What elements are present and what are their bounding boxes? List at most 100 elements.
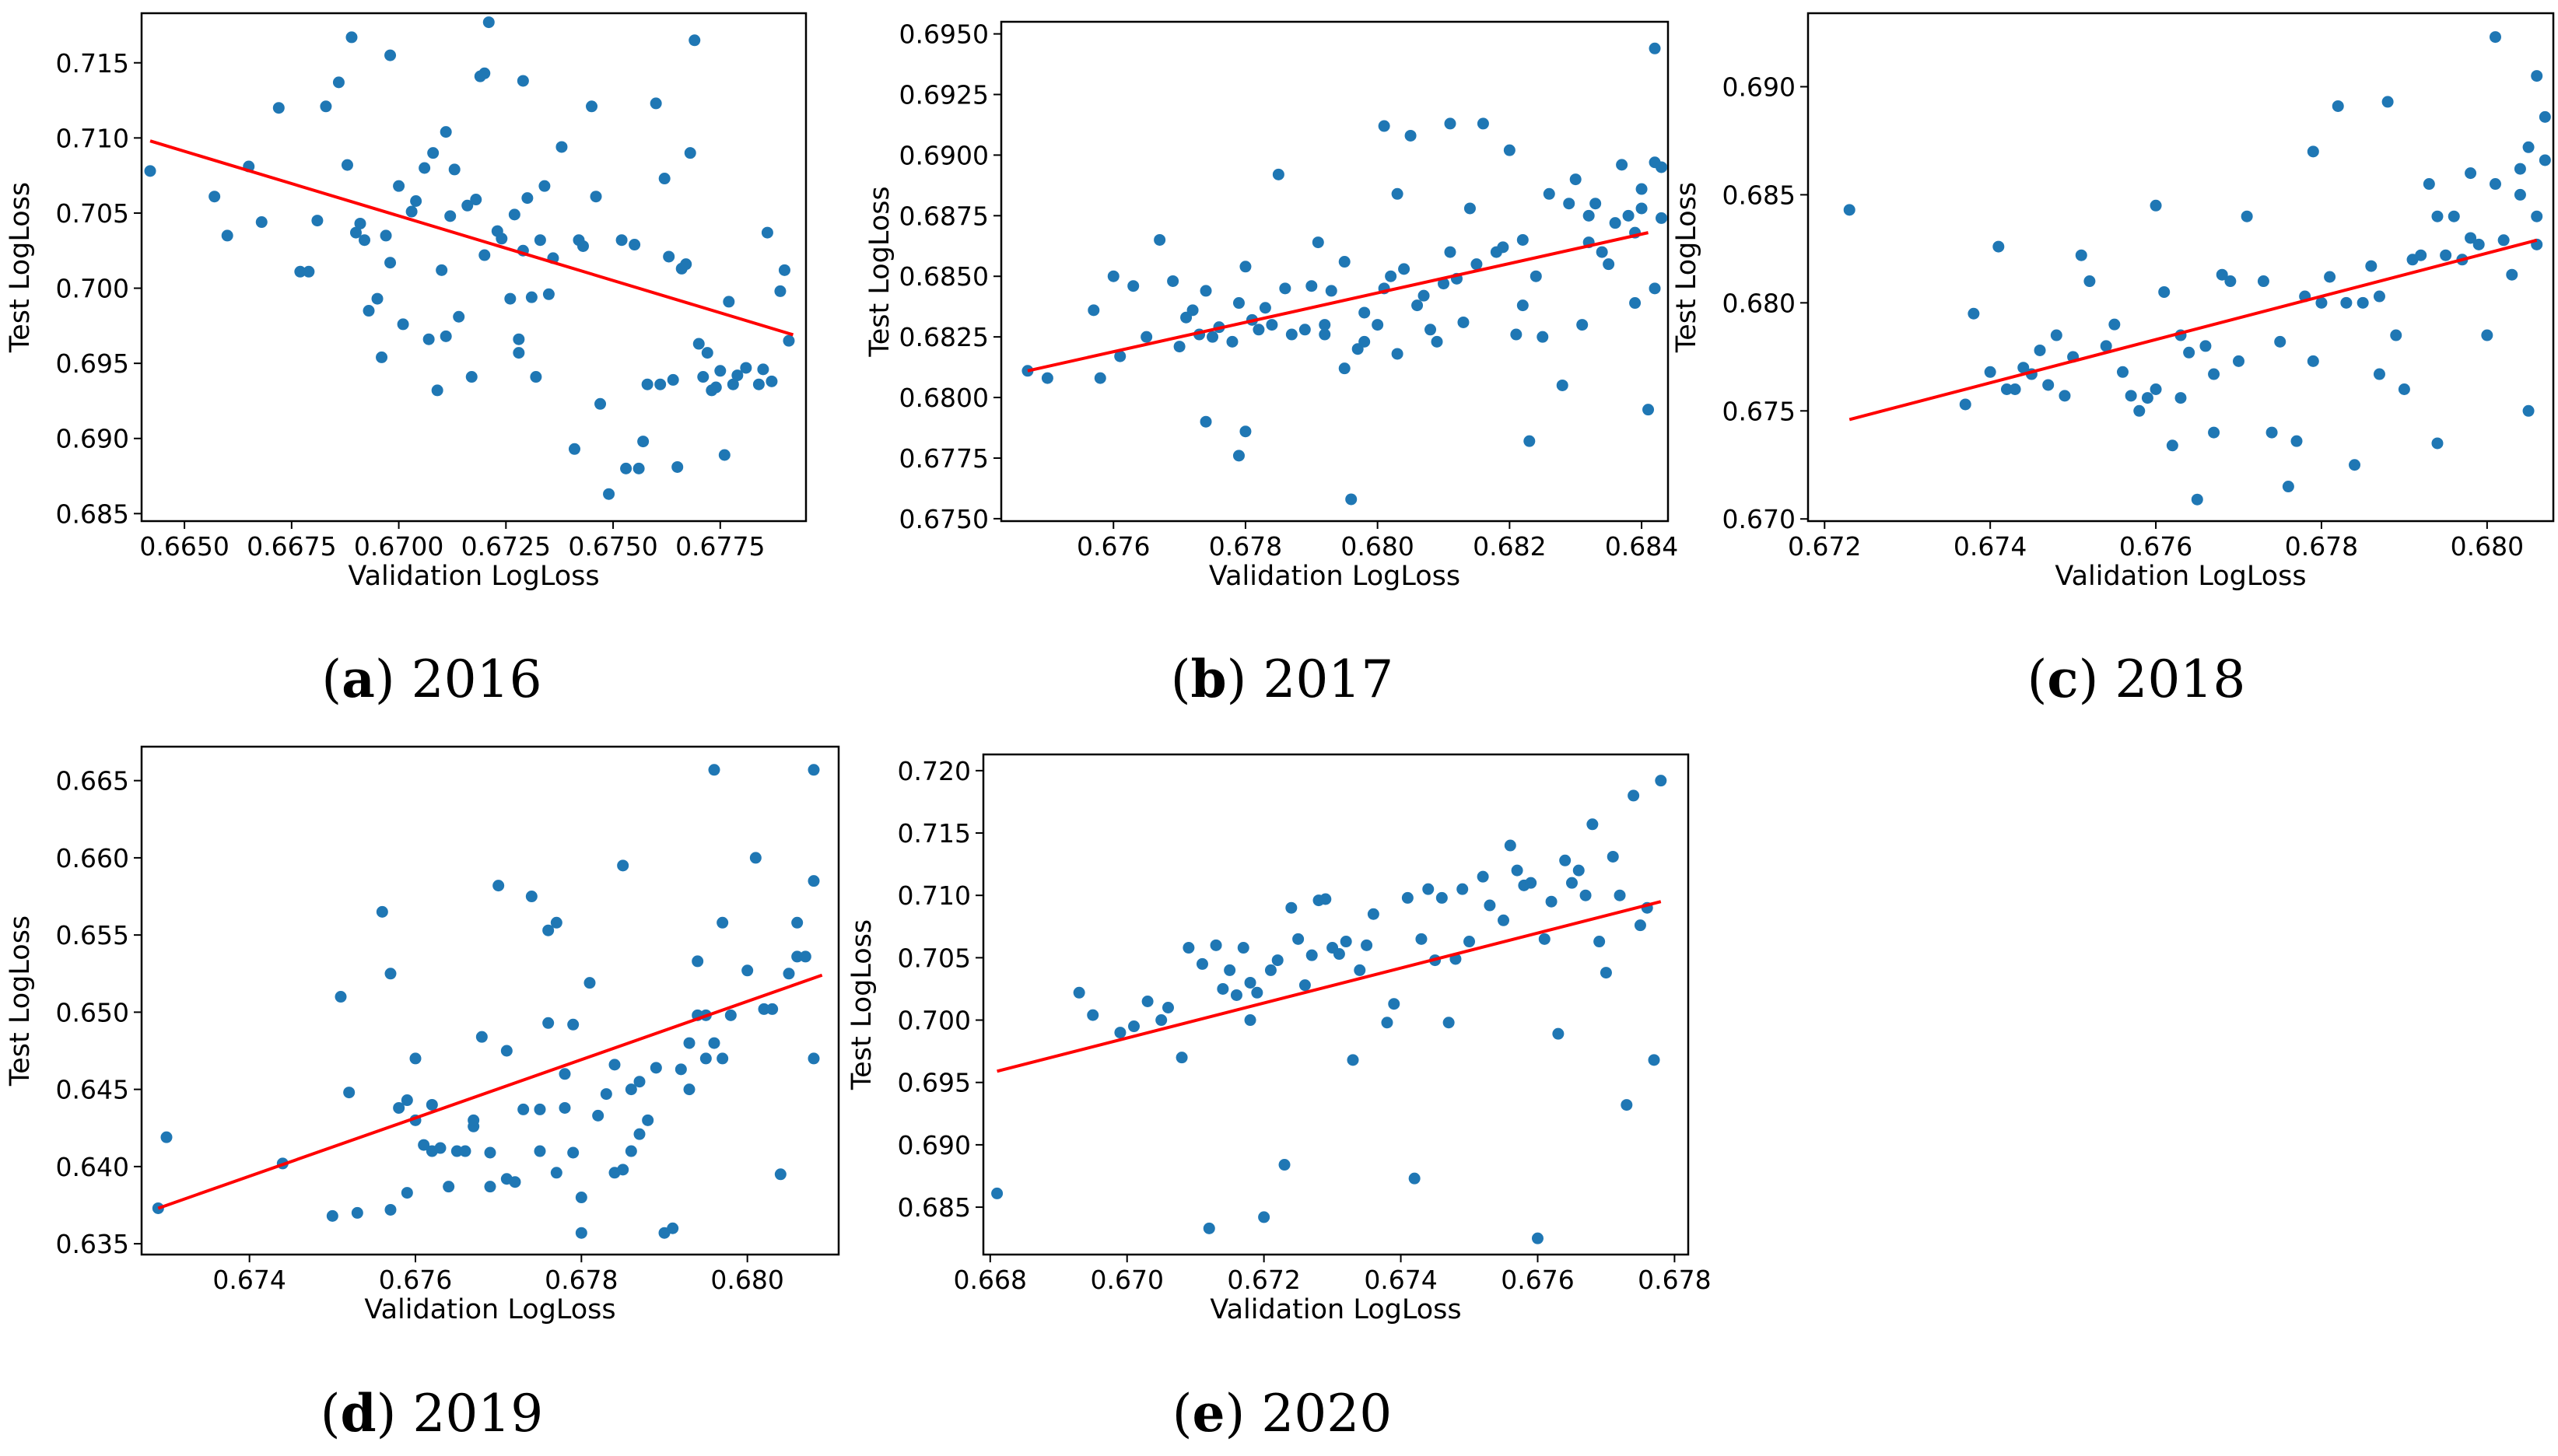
caption-letter: c [2047,649,2078,709]
data-point [2307,355,2319,367]
data-point [2282,481,2294,493]
panel-2016: 0.6650 0.6675 0.6700 0.6725 0.6750 0.6775 0.68… [5,12,808,709]
x-tick-label: 0.674 [1954,531,2027,562]
data-point [727,378,739,390]
data-point [774,285,787,297]
data-point [2365,260,2378,272]
panel-caption: (a) 2016 [321,649,541,709]
data-point [422,333,435,345]
data-point [642,1114,654,1126]
data-point [2158,285,2171,298]
data-point [1572,864,1585,877]
data-point [2116,366,2129,378]
y-axis-label: Test LogLoss [846,919,878,1090]
data-point [1442,1017,1455,1029]
data-point [633,1128,646,1140]
y-tick-label: 0.705 [56,198,129,229]
data-point [650,1062,662,1074]
data-point [2017,362,2030,374]
data-point [484,1146,496,1159]
data-point [1477,117,1489,130]
data-point [1438,278,1450,290]
y-tick-label: 0.670 [1722,504,1796,534]
caption-letter: d [340,1383,376,1444]
data-point [513,347,525,359]
data-point [1203,1222,1215,1234]
data-point [1285,328,1298,341]
data-point [1582,209,1595,222]
data-point [542,1017,555,1029]
regression-line [157,973,823,1210]
data-point [1338,362,1351,375]
x-tick-label: 0.678 [2285,531,2358,562]
data-point [550,916,562,929]
data-point [2440,249,2452,261]
data-point [492,880,505,892]
data-point [475,1031,488,1043]
panel-2020: 0.668 0.670 0.672 0.674 0.676 0.678 0.685 0.690… [846,753,1712,1444]
data-point [2141,392,2153,404]
data-point [1226,335,1239,348]
data-point [530,371,542,383]
y-tick-label: 0.660 [56,843,129,873]
caption-year: 2018 [2115,649,2245,709]
data-point [2034,344,2046,356]
panel-caption: (d) 2019 [321,1383,544,1444]
y-tick-label: 0.6950 [899,19,989,50]
data-point [766,375,778,387]
data-point [699,1052,712,1065]
data-point [1531,1232,1544,1244]
data-point [1656,212,1668,224]
data-point [617,1164,629,1176]
x-tick-label: 0.680 [710,1265,783,1295]
data-point [1628,789,1640,802]
data-point [1843,204,1855,216]
data-point [567,1146,580,1159]
data-point [538,180,551,192]
data-point [1244,1014,1256,1027]
data-point [1523,435,1536,447]
data-point [629,239,641,251]
data-point [1259,302,1271,314]
data-point [2431,437,2444,450]
data-point [1388,998,1400,1010]
data-point [1176,1052,1188,1064]
data-point [1404,129,1417,142]
panel-caption: (b) 2017 [1171,649,1394,709]
data-point [1510,328,1523,341]
data-point [1497,241,1509,254]
x-tick-label: 0.676 [1077,531,1150,562]
data-point [1312,236,1324,249]
data-point [708,1037,720,1049]
data-point [991,1187,1004,1199]
data-point [671,460,684,473]
data-point [650,97,662,110]
data-point [1516,233,1529,246]
data-point [1648,1054,1660,1066]
data-point [1456,883,1469,895]
data-point [592,1109,604,1122]
data-point [791,950,804,963]
x-tick-label: 0.678 [545,1265,618,1295]
data-point [2448,210,2460,222]
data-point [2216,268,2228,281]
data-point [478,67,491,79]
data-point [2398,383,2410,395]
y-tick-label: 0.700 [898,1006,971,1036]
data-point [1635,183,1648,195]
data-point [675,1063,687,1076]
y-tick-label: 0.6875 [899,201,989,231]
data-point [757,363,769,376]
data-point [1088,304,1100,317]
data-point [1114,1027,1127,1039]
caption-year: 2016 [412,649,542,709]
data-point [1431,335,1443,348]
panel-2018: 0.672 0.674 0.676 0.678 0.680 0.670 0.675 0.680… [1671,12,2555,709]
data-point [534,234,546,247]
x-tick-label: 0.6750 [568,531,657,562]
data-point [1463,202,1476,215]
data-point [1285,901,1298,914]
x-tick-label: 0.680 [2451,531,2524,562]
panel-2019: 0.674 0.676 0.678 0.680 0.635 0.640 0.645 0.650… [5,745,840,1444]
